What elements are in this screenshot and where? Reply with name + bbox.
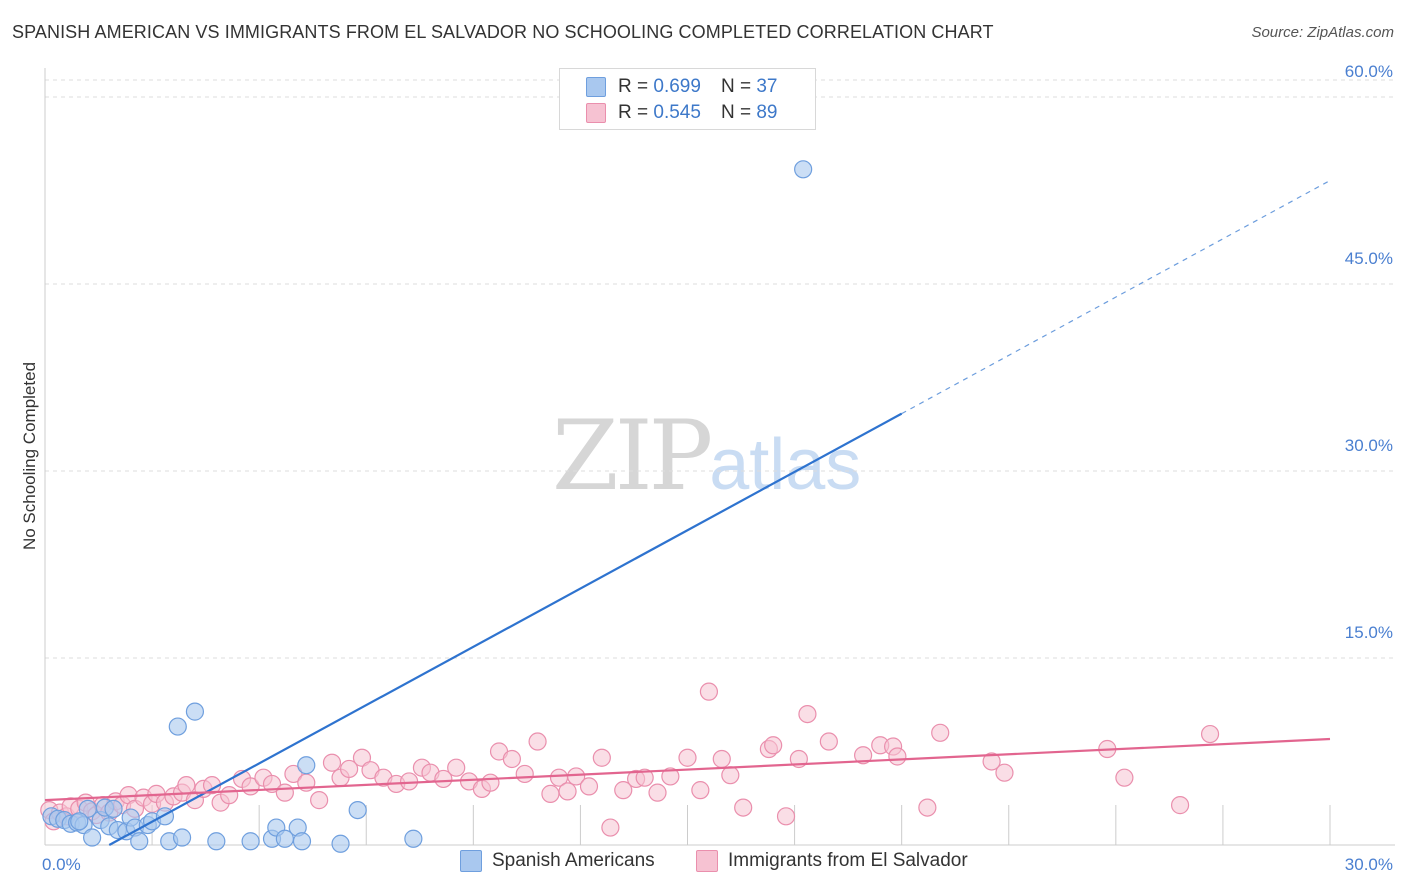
spanish-point xyxy=(297,756,316,775)
legend-row-spanish: R = 0.699 N = 37 xyxy=(586,74,777,100)
chart-title: SPANISH AMERICAN VS IMMIGRANTS FROM EL S… xyxy=(12,22,994,42)
spanish-point xyxy=(172,828,192,847)
spanish-point xyxy=(292,832,312,851)
salvador-point xyxy=(541,784,560,803)
salvador-point xyxy=(515,764,534,784)
legend-row-salvador: R = 0.545 N = 89 xyxy=(586,100,777,126)
salvador-trend-line xyxy=(44,737,1331,802)
correlation-legend: R = 0.699 N = 37 R = 0.545 N = 89 xyxy=(559,68,816,130)
salvador-point xyxy=(691,781,710,800)
salvador-point xyxy=(447,758,466,777)
spanish-point xyxy=(331,834,350,853)
salvador-point xyxy=(352,748,372,767)
salvador-points xyxy=(40,682,1220,837)
salvador-point xyxy=(678,748,697,767)
salvador-point xyxy=(399,772,419,791)
spanish-point xyxy=(83,828,102,847)
salvador-point xyxy=(734,798,753,817)
salvador-point xyxy=(854,746,873,765)
salvador-point xyxy=(177,776,196,795)
salvador-point xyxy=(558,782,577,801)
legend-r-value: 0.699 xyxy=(653,76,701,97)
legend-r-label: R = xyxy=(618,76,649,97)
spanish-point xyxy=(794,160,813,179)
spanish-trend-line xyxy=(108,412,903,846)
trend-layer xyxy=(44,179,1331,846)
legend-r-value: 0.545 xyxy=(653,102,701,123)
salvador-point xyxy=(661,767,680,786)
salvador-point xyxy=(434,769,453,789)
salvador-point xyxy=(528,732,547,751)
legend-r-label: R = xyxy=(618,102,649,123)
salvador-point xyxy=(776,807,796,826)
salvador-point xyxy=(481,773,500,792)
legend-swatch-blue xyxy=(460,850,482,872)
salvador-point xyxy=(699,682,719,701)
x-tick-label: 30.0% xyxy=(1345,855,1393,874)
x-tick-label: 0.0% xyxy=(42,855,81,874)
salvador-point xyxy=(1115,768,1134,787)
salvador-point xyxy=(340,759,359,779)
salvador-point xyxy=(275,783,294,802)
salvador-point xyxy=(982,752,1001,771)
spanish-point xyxy=(104,799,123,818)
salvador-point xyxy=(798,704,817,724)
salvador-point xyxy=(322,753,342,772)
y-tick-label: 30.0% xyxy=(1345,436,1393,455)
salvador-point xyxy=(579,777,599,796)
grid-layer xyxy=(45,79,1395,659)
spanish-point xyxy=(207,832,226,851)
legend-label-spanish: Spanish Americans xyxy=(492,850,655,871)
salvador-point xyxy=(931,723,950,742)
salvador-point xyxy=(648,783,667,802)
legend-item-spanish: Spanish Americans xyxy=(460,850,655,872)
salvador-point xyxy=(764,736,783,755)
y-tick-label: 45.0% xyxy=(1345,249,1393,268)
salvador-point xyxy=(888,747,907,766)
y-tick-label: 60.0% xyxy=(1345,62,1393,81)
legend-swatch-pink xyxy=(586,103,606,123)
salvador-point xyxy=(601,818,620,837)
series-legend: Spanish Americans Immigrants from El Sal… xyxy=(0,850,1406,878)
spanish-point xyxy=(348,800,367,820)
spanish-point xyxy=(168,717,187,736)
salvador-point xyxy=(1170,796,1190,815)
spanish-points xyxy=(42,160,813,853)
legend-n-label: N = xyxy=(720,76,752,97)
salvador-point xyxy=(567,767,586,786)
salvador-point xyxy=(635,768,654,787)
legend-label-salvador: Immigrants from El Salvador xyxy=(728,850,968,871)
salvador-point xyxy=(310,791,329,810)
y-axis-label: No Schooling Completed xyxy=(20,362,39,550)
spanish-point xyxy=(404,829,423,848)
salvador-point xyxy=(995,763,1014,782)
spanish-trend-extension xyxy=(901,179,1331,415)
y-tick-label: 15.0% xyxy=(1345,623,1393,642)
salvador-point xyxy=(502,749,521,769)
legend-n-value: 89 xyxy=(756,102,778,123)
salvador-point xyxy=(1200,724,1220,744)
salvador-point xyxy=(819,732,838,751)
salvador-point xyxy=(721,766,740,785)
salvador-point xyxy=(712,749,731,769)
salvador-point xyxy=(592,748,611,767)
source-note: Source: ZipAtlas.com xyxy=(1251,24,1394,41)
tick-layer: 15.0% 30.0% 45.0% 60.0% 0.0% 30.0% xyxy=(42,62,1393,874)
salvador-point xyxy=(614,781,633,800)
axis-layer xyxy=(44,68,1395,846)
spanish-point xyxy=(70,812,89,831)
legend-n-label: N = xyxy=(720,102,752,123)
salvador-point xyxy=(284,764,303,784)
legend-n-value: 37 xyxy=(756,76,778,97)
spanish-point xyxy=(130,832,149,851)
legend-swatch-pink xyxy=(696,850,718,872)
spanish-point xyxy=(185,702,205,721)
legend-item-salvador: Immigrants from El Salvador xyxy=(696,850,968,872)
salvador-point xyxy=(220,786,239,805)
salvador-point xyxy=(918,798,937,817)
spanish-point xyxy=(241,832,260,851)
legend-swatch-blue xyxy=(586,77,606,97)
